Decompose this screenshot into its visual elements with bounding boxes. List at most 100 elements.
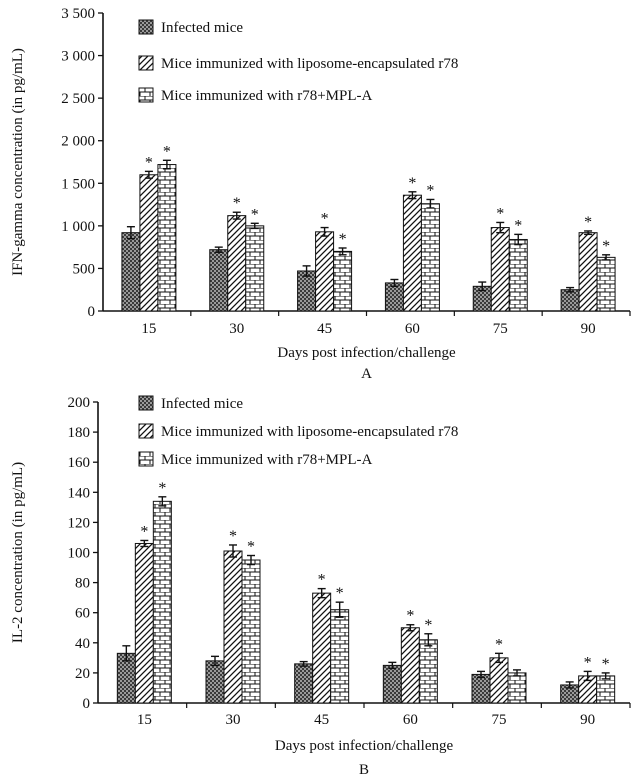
legend-swatch [138,395,154,411]
significance-asterisk: * [318,572,326,589]
bar [471,673,491,704]
significance-asterisk: * [163,143,171,160]
significance-asterisk: * [514,217,522,234]
significance-asterisk: * [495,636,503,653]
significance-asterisk: * [247,539,255,556]
bar [223,550,243,704]
significance-asterisk: * [426,182,434,199]
bar [384,282,404,312]
legend-swatch [138,55,154,71]
bar [596,256,616,312]
significance-asterisk: * [408,175,416,192]
significance-asterisk: * [496,205,504,222]
legend-swatch [138,19,154,35]
bar [489,657,509,704]
bar [382,664,402,704]
bar [121,232,141,312]
significance-asterisk: * [140,523,148,540]
bar [507,672,527,704]
y-tick-label: 2 000 [61,134,95,150]
bar [227,215,247,312]
bar [490,227,510,312]
significance-asterisk: * [158,480,166,497]
significance-asterisk: * [251,206,259,223]
y-tick-label: 0 [88,304,96,320]
bar [400,627,420,704]
x-axis-title: Days post infection/challenge [275,738,454,754]
bar [134,542,154,704]
bar [205,660,225,704]
x-tick-label: 45 [317,321,332,337]
bar [508,238,528,312]
y-tick-label: 0 [83,696,91,712]
y-tick-label: 40 [75,636,90,652]
bar [157,164,177,312]
y-tick-label: 120 [68,515,91,531]
bar [418,639,438,704]
chart-panel-b: 0 20 40 60 80 100 120 140 160 180 200 15 * * 30 * * 45 * * 6… [10,395,631,778]
significance-asterisk: * [321,211,329,228]
legend-swatch [138,87,154,103]
bar [578,232,598,312]
y-tick-label: 160 [68,455,91,471]
x-tick-label: 30 [229,321,244,337]
significance-asterisk: * [424,617,432,634]
y-tick-label: 1 500 [61,176,95,192]
legend-swatch [138,451,154,467]
bar [330,609,350,704]
legend-label: Mice immunized with liposome-encapsulate… [161,56,458,72]
chart-panel-a: 0 500 1 000 1 500 2 000 2 500 3 000 3 500 15 * * 30… [10,6,631,382]
y-axis-title: IL-2 concentration (in pg/mL) [10,462,26,643]
significance-asterisk: * [406,608,414,625]
y-tick-label: 80 [75,576,90,592]
x-tick-label: 60 [405,321,420,337]
significance-asterisk: * [584,214,592,231]
x-axis-title: Days post infection/challenge [277,345,456,361]
x-tick-label: 15 [141,321,156,337]
bar [312,592,332,704]
x-tick-label: 45 [314,712,329,728]
significance-asterisk: * [145,154,153,171]
bar [333,250,353,312]
panel-label: B [359,762,369,778]
legend-swatch [138,423,154,439]
legend-label: Mice immunized with r78+MPL-A [161,452,373,468]
significance-asterisk: * [233,195,241,212]
legend-label: Mice immunized with liposome-encapsulate… [161,424,458,440]
significance-asterisk: * [602,238,610,255]
bar [420,203,440,312]
significance-asterisk: * [229,528,237,545]
x-tick-label: 15 [137,712,152,728]
significance-asterisk: * [602,656,610,673]
x-tick-label: 60 [403,712,418,728]
y-tick-label: 3 500 [61,6,95,22]
y-tick-label: 140 [68,485,91,501]
bar [315,231,335,312]
bar [245,225,265,312]
panel-label: A [361,366,372,382]
y-axis-title: IFN-gamma concentration (in pg/mL) [10,48,26,276]
significance-asterisk: * [584,654,592,671]
bar [209,249,229,312]
y-tick-label: 200 [68,395,91,411]
bar [560,289,580,312]
y-tick-label: 100 [68,546,91,562]
significance-asterisk: * [336,585,344,602]
y-tick-label: 180 [68,425,91,441]
bar [402,194,422,312]
x-tick-label: 90 [581,321,596,337]
bar [152,500,172,704]
x-tick-label: 30 [226,712,241,728]
y-tick-label: 2 500 [61,91,95,107]
x-tick-label: 75 [493,321,508,337]
y-tick-label: 1 000 [61,219,95,235]
y-tick-label: 500 [73,261,96,277]
y-tick-label: 3 000 [61,49,95,65]
bar [297,270,317,312]
bar [139,174,159,312]
y-tick-label: 60 [75,606,90,622]
x-tick-label: 90 [580,712,595,728]
y-tick-label: 20 [75,666,90,682]
legend-label: Mice immunized with r78+MPL-A [161,88,373,104]
